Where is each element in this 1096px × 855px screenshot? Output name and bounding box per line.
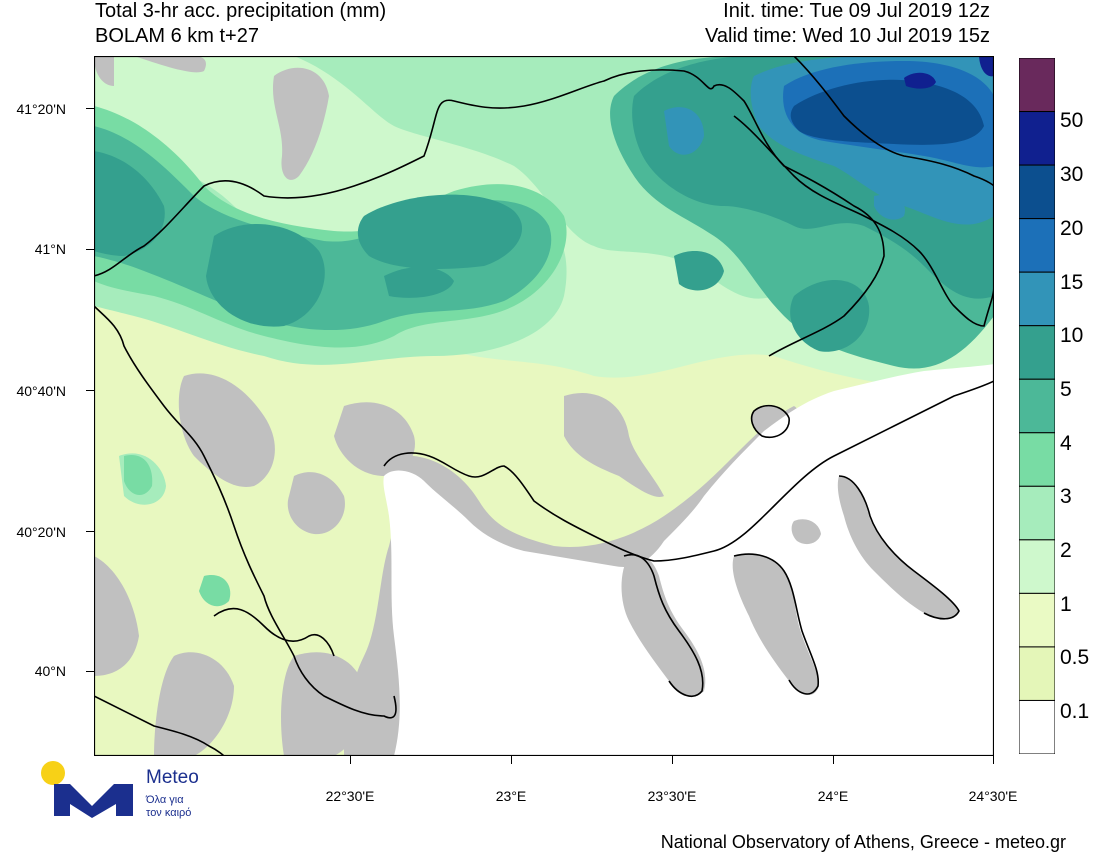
legend-label: 0.5: [1060, 646, 1090, 669]
lon-label: 22°30'E: [325, 788, 375, 804]
precip-core-west-3: [94, 151, 165, 256]
dry-land-patch: [154, 652, 234, 756]
dry-land-patch: [287, 472, 345, 535]
thermaic-gulf: [393, 476, 426, 501]
dry-land-patch: [272, 67, 329, 180]
precip-core-west-1: [206, 224, 325, 327]
lat-tick: [86, 249, 94, 250]
legend-swatch: [1019, 325, 1055, 380]
lat-tick: [86, 531, 94, 532]
legend-swatch: [1019, 485, 1055, 541]
lon-tick: [511, 756, 512, 764]
precip-core-west-4: [384, 266, 454, 298]
lat-label: 41°N: [34, 241, 66, 257]
legend-label: 2: [1060, 539, 1072, 562]
legend-label: 4: [1060, 432, 1072, 455]
precip-20mm-east: [790, 79, 984, 145]
legend-swatch: [1019, 218, 1055, 273]
lat-label: 40°40'N: [16, 383, 66, 399]
dry-land-patch: [134, 56, 206, 73]
legend-label: 0.1: [1060, 700, 1090, 723]
legend-swatch: [1019, 271, 1055, 327]
lon-label: 24°E: [817, 788, 849, 804]
precip-10mm-spot: [664, 107, 704, 155]
legend-swatch: [1019, 592, 1055, 648]
legend-label: 30: [1060, 163, 1084, 186]
legend-swatch: [1019, 699, 1055, 754]
country-borders: [94, 56, 994, 756]
precip-core-east-mid: [674, 251, 724, 291]
legend-swatch: [1019, 164, 1055, 220]
precip-30mm-east: [904, 72, 936, 89]
precip-spot-3mm-south: [199, 575, 231, 607]
precip-spot-3mm: [124, 455, 153, 496]
precipitation-legend: [1019, 58, 1055, 754]
precipitation-map: [94, 56, 994, 756]
dry-land-patch: [564, 392, 664, 497]
aegean-sea: [383, 364, 994, 756]
legend-swatch: [1019, 646, 1055, 701]
dry-land-patch: [178, 373, 275, 487]
logo-tagline: Όλα για: [146, 794, 184, 806]
legend-label: 3: [1060, 485, 1072, 508]
precip-core-east-south: [790, 279, 870, 352]
legend-swatch: [1019, 378, 1055, 434]
lat-tick: [86, 390, 94, 391]
legend-label: 5: [1060, 378, 1072, 401]
legend-label: 20: [1060, 217, 1084, 240]
legend-swatch: [1019, 432, 1055, 487]
lon-tick: [993, 756, 994, 764]
lat-label: 40°N: [34, 663, 66, 679]
chart-title: Total 3-hr acc. precipitation (mm): [95, 0, 387, 22]
footer-credit: National Observatory of Athens, Greece -…: [660, 832, 1066, 852]
lon-label: 23°30'E: [647, 788, 697, 804]
legend-swatch: [1019, 58, 1055, 113]
logo-name: Meteo: [146, 767, 199, 788]
model-run-label: BOLAM 6 km t+27: [95, 25, 259, 47]
precip-30mm-north: [979, 56, 994, 77]
lon-tick: [833, 756, 834, 764]
lon-label: 24°30'E: [968, 788, 1018, 804]
lat-tick: [86, 671, 94, 672]
precip-core-west-2: [357, 194, 523, 269]
lon-tick: [672, 756, 673, 764]
legend-label: 10: [1060, 324, 1084, 347]
lat-label: 41°20'N: [16, 101, 66, 117]
legend-label: 15: [1060, 271, 1084, 294]
legend-swatch: [1019, 539, 1055, 594]
dry-land-patch: [94, 556, 139, 676]
lat-tick: [86, 108, 94, 109]
sun-icon: [41, 761, 65, 785]
valid-time-label: Valid time: Wed 10 Jul 2019 15z: [705, 25, 990, 47]
meteo-m-mark: [54, 784, 133, 818]
meteo-logo: [41, 761, 133, 818]
init-time-label: Init. time: Tue 09 Jul 2019 12z: [723, 0, 990, 22]
legend-swatch: [1019, 111, 1055, 166]
precip-10mm-spot-2: [874, 194, 905, 220]
dry-land-patch: [94, 56, 114, 86]
legend-label: 50: [1060, 109, 1084, 132]
lon-label: 23°E: [495, 788, 527, 804]
thasos-island-outline: [791, 519, 821, 545]
lon-tick: [350, 756, 351, 764]
legend-label: 1: [1060, 593, 1072, 616]
logo-tagline: τον καιρό: [146, 807, 192, 819]
sithonia-peninsula: [732, 554, 819, 696]
kassandra-peninsula: [621, 554, 706, 697]
lat-label: 40°20'N: [16, 524, 66, 540]
